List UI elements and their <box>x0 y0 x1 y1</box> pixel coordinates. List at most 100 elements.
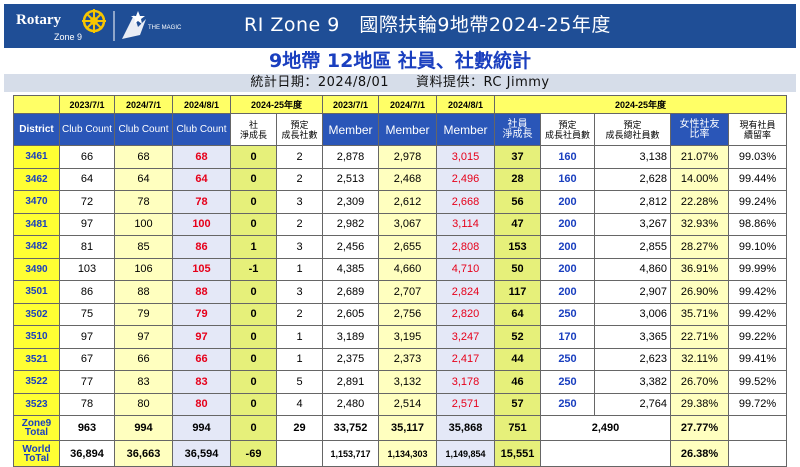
district-cell: 3522 <box>13 370 60 394</box>
female-ratio: 21.07% <box>670 145 729 169</box>
club-count-2024-7: 85 <box>114 235 173 259</box>
header-date: 2024/7/1 <box>114 95 173 114</box>
planned-member-growth: 200 <box>540 257 595 281</box>
member-net-growth: 57 <box>494 392 541 416</box>
header-club-count: Club Count <box>172 113 231 146</box>
rotary-logo-text: Rotary <box>16 12 61 28</box>
header-year: 2024-25年度 <box>230 95 323 114</box>
club-count-2024-7: 66 <box>114 347 173 371</box>
zone-total-label: Zone9 Total <box>13 415 60 441</box>
zone-total-cell: 35,117 <box>378 415 437 441</box>
header-year: 2024-25年度 <box>494 95 787 114</box>
header-plan-clubs: 預定 成長社數 <box>276 113 323 146</box>
world-total-cell: 1,153,717 <box>322 440 379 467</box>
district-cell: 3462 <box>13 167 60 191</box>
planned-club-growth: 4 <box>276 392 323 416</box>
club-count-2024-8: 105 <box>172 257 231 281</box>
club-count-2023: 66 <box>59 145 115 169</box>
club-count-2023: 64 <box>59 167 115 191</box>
club-count-2023: 97 <box>59 325 115 349</box>
club-count-2023: 81 <box>59 235 115 259</box>
female-ratio: 26.70% <box>670 370 729 394</box>
member-net-growth: 47 <box>494 212 541 236</box>
retention-rate: 99.03% <box>728 145 787 169</box>
club-count-2023: 103 <box>59 257 115 281</box>
planned-member-growth: 250 <box>540 347 595 371</box>
member-2024-8: 2,820 <box>436 302 495 326</box>
table-row: 3523 78 80 80 0 4 2,480 2,514 2,571 57 250 2,764 29.… <box>13 392 787 416</box>
member-2024-7: 2,514 <box>378 392 437 416</box>
district-cell: 3510 <box>13 325 60 349</box>
club-count-2023: 75 <box>59 302 115 326</box>
table-row: 3470 72 78 78 0 3 2,309 2,612 2,668 56 200 2,812 22.… <box>13 190 787 214</box>
member-2023: 2,480 <box>322 392 379 416</box>
female-ratio: 35.71% <box>670 302 729 326</box>
table-row: 3482 81 85 86 1 3 2,456 2,655 2,808 153 200 2,855 28… <box>13 235 787 259</box>
header-blank <box>13 95 60 114</box>
member-net-growth: 56 <box>494 190 541 214</box>
planned-club-growth: 3 <box>276 235 323 259</box>
header-club-count: Club Count <box>59 113 115 146</box>
zone-total-cell: 29 <box>276 415 323 441</box>
zone-total-cell: 994 <box>114 415 173 441</box>
statistics-table: 2023/7/1 2024/7/1 2024/8/1 2024-25年度 202… <box>13 95 787 467</box>
member-2024-8: 3,247 <box>436 325 495 349</box>
member-2024-8: 3,178 <box>436 370 495 394</box>
header-date: 2024/7/1 <box>378 95 437 114</box>
club-count-2023: 86 <box>59 280 115 304</box>
club-count-2024-7: 88 <box>114 280 173 304</box>
club-net-growth: 0 <box>230 167 277 191</box>
retention-rate: 99.42% <box>728 302 787 326</box>
zone-total-cell: 0 <box>230 415 277 441</box>
zone-total-cell: 27.77% <box>670 415 729 441</box>
female-ratio: 14.00% <box>670 167 729 191</box>
table-row: 3461 66 68 68 0 2 2,878 2,978 3,015 37 160 3,138 21.… <box>13 145 787 169</box>
planned-member-growth: 200 <box>540 280 595 304</box>
retention-rate: 99.41% <box>728 347 787 371</box>
planned-total-members: 2,855 <box>594 235 671 259</box>
member-2024-7: 2,707 <box>378 280 437 304</box>
district-cell: 3482 <box>13 235 60 259</box>
planned-member-growth: 160 <box>540 167 595 191</box>
club-count-2024-8: 100 <box>172 212 231 236</box>
district-cell: 3470 <box>13 190 60 214</box>
zone-total-cell: 33,752 <box>322 415 379 441</box>
retention-rate: 99.24% <box>728 190 787 214</box>
member-2023: 2,309 <box>322 190 379 214</box>
club-count-2024-8: 80 <box>172 392 231 416</box>
data-source-info: 統計日期：2024/8/01 資料提供：RC Jimmy <box>4 74 796 92</box>
member-2024-8: 3,114 <box>436 212 495 236</box>
member-2024-8: 2,496 <box>436 167 495 191</box>
female-ratio: 32.11% <box>670 347 729 371</box>
planned-club-growth: 3 <box>276 190 323 214</box>
member-net-growth: 44 <box>494 347 541 371</box>
member-2024-8: 2,668 <box>436 190 495 214</box>
planned-club-growth: 1 <box>276 257 323 281</box>
club-count-2024-8: 79 <box>172 302 231 326</box>
planned-total-members: 3,006 <box>594 302 671 326</box>
table-row: 3522 77 83 83 0 5 2,891 3,132 3,178 46 250 3,382 26.… <box>13 370 787 394</box>
member-2024-8: 2,808 <box>436 235 495 259</box>
member-2024-7: 3,132 <box>378 370 437 394</box>
member-2024-7: 2,978 <box>378 145 437 169</box>
planned-member-growth: 250 <box>540 370 595 394</box>
retention-rate: 99.72% <box>728 392 787 416</box>
club-net-growth: 0 <box>230 392 277 416</box>
female-ratio: 26.90% <box>670 280 729 304</box>
planned-club-growth: 2 <box>276 145 323 169</box>
retention-rate: 99.44% <box>728 167 787 191</box>
zone-total-cell: 751 <box>494 415 541 441</box>
header-plan-total: 預定 成長總社員數 <box>594 113 671 146</box>
planned-total-members: 3,138 <box>594 145 671 169</box>
world-total-cell: 36,894 <box>59 440 115 467</box>
club-net-growth: 0 <box>230 212 277 236</box>
club-count-2024-8: 83 <box>172 370 231 394</box>
retention-rate: 99.22% <box>728 325 787 349</box>
header-date: 2023/7/1 <box>322 95 379 114</box>
header-member: Member <box>322 113 379 146</box>
district-rows: 3461 66 68 68 0 2 2,878 2,978 3,015 37 160 3,138 21.… <box>13 145 787 416</box>
header-district: District <box>13 113 60 146</box>
planned-member-growth: 200 <box>540 212 595 236</box>
member-2024-7: 2,655 <box>378 235 437 259</box>
club-net-growth: 0 <box>230 347 277 371</box>
